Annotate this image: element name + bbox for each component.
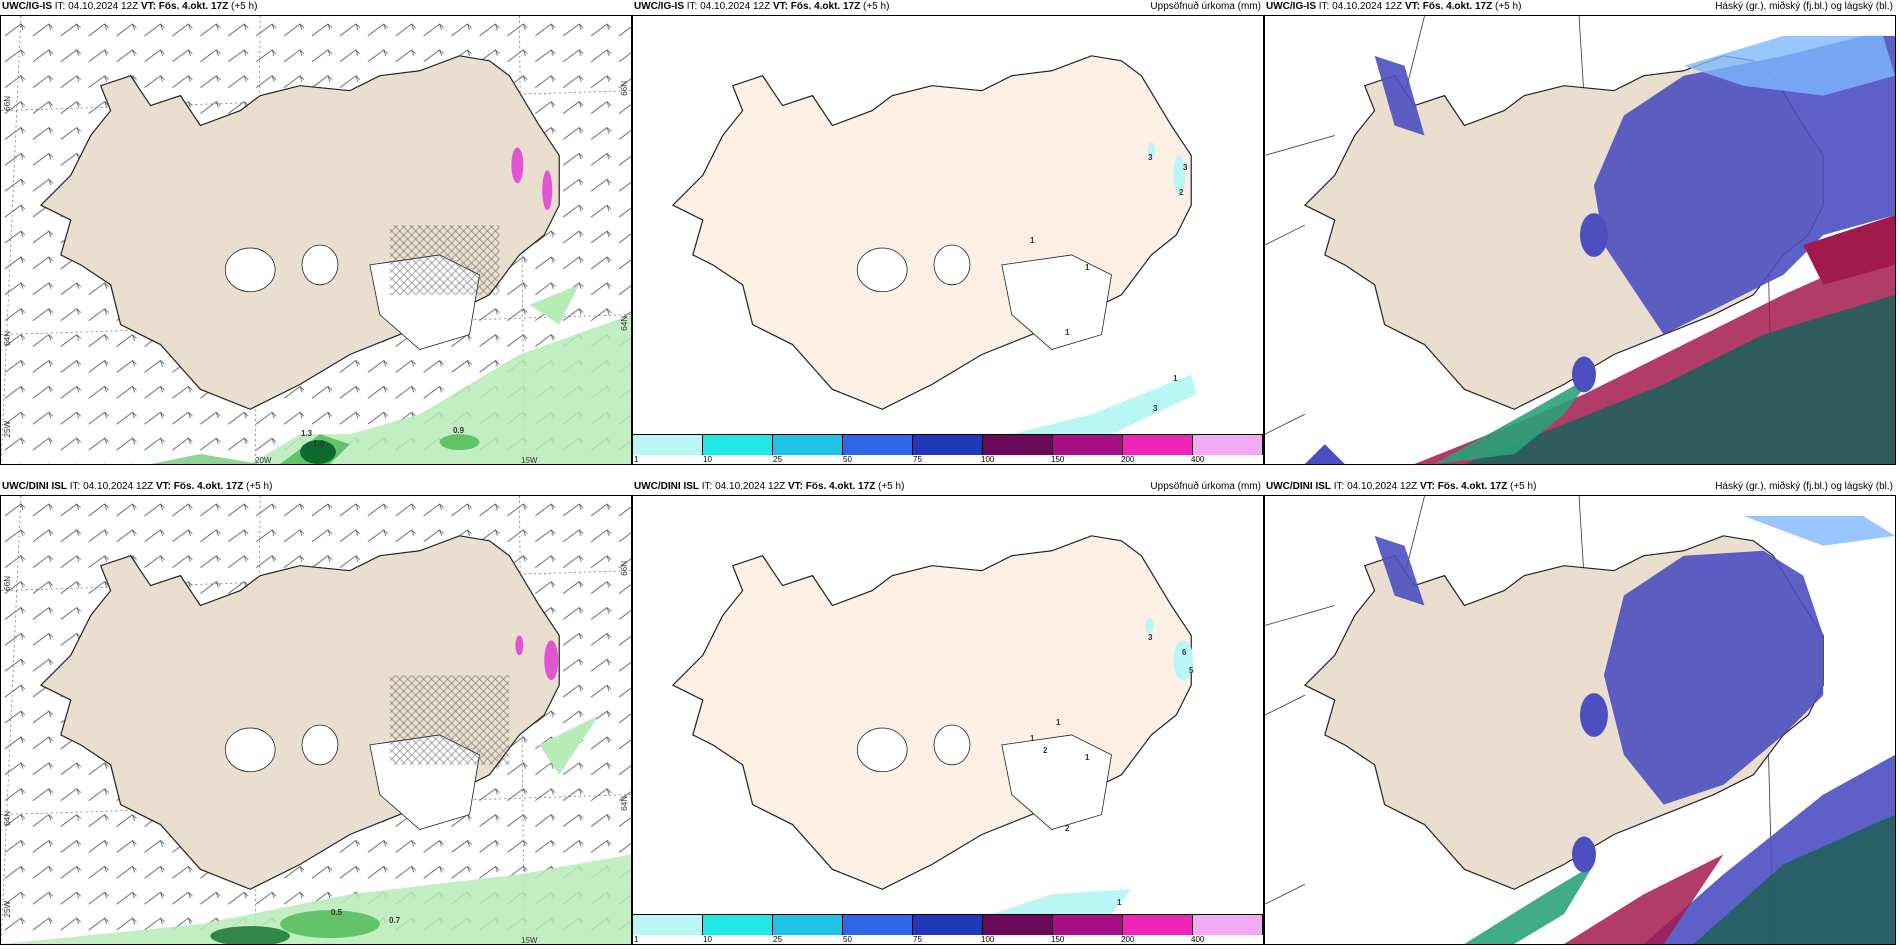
cloud-title: Háský (gr.), miðský (fj.bl.) og lágský (…: [1715, 1, 1893, 12]
precip-value-label: 2: [1065, 824, 1070, 833]
wind-value-label: 1.0: [313, 439, 325, 448]
wind-value-label: 0.5: [331, 908, 343, 917]
precip-map-panel-top: UWC/IG-IS IT: 04.10.2024 12Z VT: Fös. 4.…: [632, 1, 1264, 467]
lat-label-66-right: 66N: [620, 561, 629, 576]
colorbar-swatch: [773, 435, 843, 455]
colorbar-tick: 25: [773, 455, 782, 464]
colorbar-tick: 75: [913, 455, 922, 464]
colorbar-swatch: [1053, 435, 1123, 455]
colorbar-tick: 100: [981, 455, 995, 464]
wind-value-label: 0.9: [453, 426, 465, 435]
precip-title: Uppsöfnuð úrkoma (mm): [1150, 1, 1261, 12]
colorbar-tick: 10: [703, 935, 712, 944]
wind-value-label: 0.7: [389, 916, 401, 925]
wind-map: [1, 496, 631, 944]
colorbar-tick: 100: [981, 935, 995, 944]
wind-map: [1, 16, 631, 464]
colorbar-swatch: [1193, 435, 1263, 455]
lat-label-66-right: 66N: [620, 81, 629, 96]
cloud-title: Háský (gr.), miðský (fj.bl.) og lágský (…: [1715, 481, 1893, 492]
colorbar-tick: 25: [773, 935, 782, 944]
colorbar-tick: 150: [1051, 935, 1065, 944]
colorbar-tick: 200: [1121, 935, 1135, 944]
lon-label-25w: 25W: [3, 421, 12, 438]
cloud-map: [1265, 16, 1895, 464]
colorbar-tick: 10: [703, 455, 712, 464]
colorbar-ticks: 1 10 25 50 75 100 150 200 400: [633, 935, 1263, 947]
lat-label-64: 64N: [3, 331, 12, 346]
wind-map-panel-top: UWC/IG-IS IT: 04.10.2024 12Z VT: Fös. 4.…: [0, 1, 632, 465]
colorbar-swatch: [633, 435, 703, 455]
colorbar-swatch: [913, 435, 983, 455]
precip-value-label: 3: [1148, 633, 1153, 642]
precip-value-label: 2: [1043, 746, 1048, 755]
colorbar-ticks: 1 10 25 50 75 100 150 200 400: [633, 455, 1263, 467]
precip-value-label: 1: [1117, 898, 1122, 907]
colorbar-swatch: [1053, 915, 1123, 935]
cloud-map-panel-top: UWC/IG-IS IT: 04.10.2024 12Z VT: Fös. 4.…: [1264, 1, 1896, 465]
colorbar-tick: 50: [843, 455, 852, 464]
precip-value-label: 1: [1056, 718, 1061, 727]
colorbar-tick: 1: [634, 455, 639, 464]
colorbar-swatch: [703, 915, 773, 935]
lon-label-20w: 20W: [255, 456, 272, 465]
lon-label-15w: 15W: [521, 936, 538, 945]
precip-title: Uppsöfnuð úrkoma (mm): [1150, 481, 1261, 492]
wind-map-panel-bottom: UWC/DINI ISL IT: 04.10.2024 12Z VT: Fös.…: [0, 481, 632, 945]
colorbar-swatch: [843, 435, 913, 455]
colorbar-tick: 50: [843, 935, 852, 944]
colorbar-swatch: [703, 435, 773, 455]
precip-value-label: 1: [1173, 374, 1178, 383]
panel-header: UWC/IG-IS IT: 04.10.2024 12Z VT: Fös. 4.…: [634, 1, 890, 12]
colorbar-tick: 400: [1191, 455, 1205, 464]
colorbar-swatch: [843, 915, 913, 935]
cloud-map: [1265, 496, 1895, 944]
precip-value-label: 3: [1148, 153, 1153, 162]
panel-header: UWC/DINI ISL IT: 04.10.2024 12Z VT: Fös.…: [1266, 481, 1537, 492]
precip-value-label: 5: [1189, 666, 1194, 675]
colorbar-swatch: [983, 915, 1053, 935]
lat-label-64-right: 64N: [620, 316, 629, 331]
panel-header: UWC/DINI ISL IT: 04.10.2024 12Z VT: Fös.…: [634, 481, 905, 492]
precip-value-label: 1: [1085, 753, 1090, 762]
colorbar-swatch: [773, 915, 843, 935]
lon-label-15w: 15W: [521, 456, 538, 465]
precip-colorbar: [633, 434, 1263, 455]
precip-value-label: 1: [1030, 734, 1035, 743]
colorbar-swatch: [633, 915, 703, 935]
wind-value-label: 1.3: [301, 429, 313, 438]
precip-value-label: 1: [1085, 263, 1090, 272]
precip-value-label: 1: [1065, 328, 1070, 337]
precip-value-label: 6: [1182, 648, 1187, 657]
colorbar-tick: 200: [1121, 455, 1135, 464]
colorbar-swatch: [1123, 435, 1193, 455]
lat-label-66: 66N: [3, 96, 12, 111]
panel-header: UWC/IG-IS IT: 04.10.2024 12Z VT: Fös. 4.…: [2, 1, 258, 12]
colorbar-swatch: [1193, 915, 1263, 935]
panel-header: UWC/IG-IS IT: 04.10.2024 12Z VT: Fös. 4.…: [1266, 1, 1522, 12]
colorbar-tick: 1: [634, 935, 639, 944]
lon-label-25w: 25W: [3, 901, 12, 918]
precip-value-label: 3: [1183, 163, 1188, 172]
precip-value-label: 1: [1030, 236, 1035, 245]
cloud-map-panel-bottom: UWC/DINI ISL IT: 04.10.2024 12Z VT: Fös.…: [1264, 481, 1896, 945]
precip-value-label: 3: [1153, 404, 1158, 413]
lat-label-64: 64N: [3, 811, 12, 826]
colorbar-tick: 150: [1051, 455, 1065, 464]
precip-map: [671, 535, 1194, 915]
colorbar-tick: 75: [913, 935, 922, 944]
colorbar-swatch: [913, 915, 983, 935]
colorbar-tick: 400: [1191, 935, 1205, 944]
precip-map-panel-bottom: UWC/DINI ISL IT: 04.10.2024 12Z VT: Fös.…: [632, 481, 1264, 947]
precip-colorbar: [633, 914, 1263, 935]
lat-label-64-right: 64N: [620, 796, 629, 811]
lat-label-66: 66N: [3, 576, 12, 591]
precip-map: [671, 55, 1197, 445]
colorbar-swatch: [983, 435, 1053, 455]
colorbar-swatch: [1123, 915, 1193, 935]
precip-value-label: 2: [1179, 188, 1184, 197]
panel-header: UWC/DINI ISL IT: 04.10.2024 12Z VT: Fös.…: [2, 481, 273, 492]
